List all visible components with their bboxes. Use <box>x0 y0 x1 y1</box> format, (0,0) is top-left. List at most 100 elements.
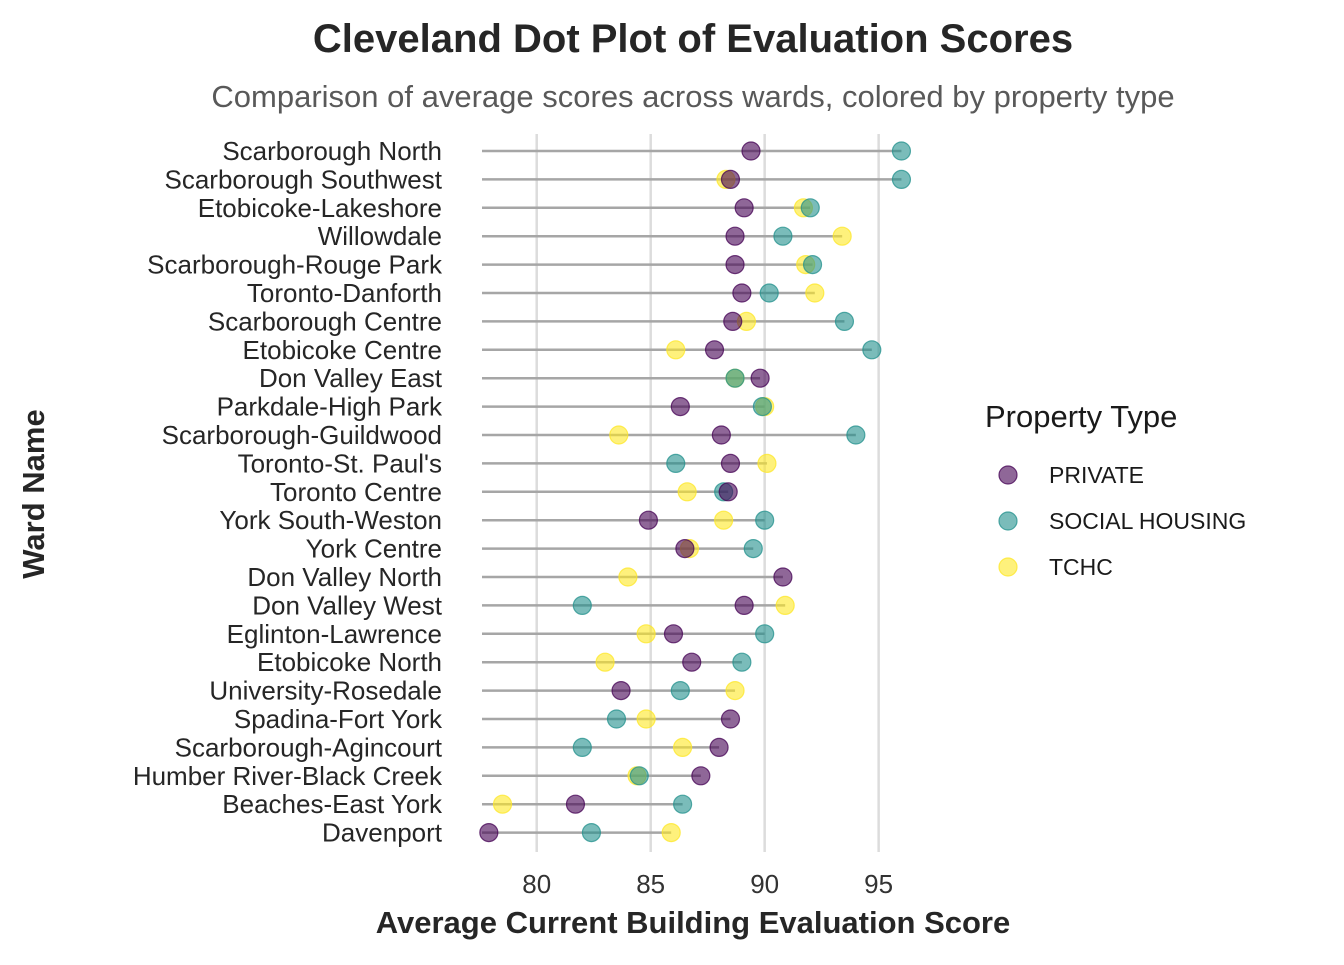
point-university-rosedale-tchc <box>725 680 745 701</box>
ward-label-davenport: Davenport <box>322 818 443 848</box>
x-axis-tick-labels: 80 85 90 95 <box>522 869 893 899</box>
legend-label-private: PRIVATE <box>1049 462 1144 488</box>
point-eglinton-lawrence-private <box>663 624 684 644</box>
point-beaches-east-york-private <box>565 794 586 814</box>
point-scarborough-north-private <box>741 141 761 161</box>
point-davenport-tchc <box>661 822 681 843</box>
point-spadina-fort-york-social-housing <box>606 709 627 729</box>
point-scarborough-centre-private <box>723 311 743 331</box>
point-toronto-st-paul-s-private <box>720 453 741 473</box>
point-toronto-st-paul-s-tchc <box>757 453 777 473</box>
x-tick-label: 80 <box>522 869 551 899</box>
point-toronto-danforth-tchc <box>805 283 825 303</box>
point-york-south-weston-tchc <box>714 510 734 530</box>
legend-key-social-housing <box>998 511 1018 531</box>
ward-label-etobicoke-lakeshore: Etobicoke-Lakeshore <box>198 193 442 223</box>
point-scarborough-guildwood-private <box>711 425 731 445</box>
point-scarborough-southwest-social-housing <box>891 169 912 189</box>
ward-label-eglinton-lawrence: Eglinton-Lawrence <box>227 619 442 649</box>
x-tick-label: 90 <box>750 869 779 899</box>
legend-title: Property Type <box>985 399 1177 434</box>
x-tick-label: 85 <box>636 869 665 899</box>
x-tick-label: 95 <box>864 869 893 899</box>
point-etobicoke-north-tchc <box>595 652 615 672</box>
point-eglinton-lawrence-tchc <box>636 624 656 644</box>
legend: Property Type PRIVATE SOCIAL HOUSING TCHC <box>985 399 1246 580</box>
chart-subtitle: Comparison of average scores across ward… <box>211 79 1174 114</box>
point-scarborough-agincourt-private <box>709 737 729 758</box>
point-university-rosedale-private <box>611 680 631 701</box>
point-spadina-fort-york-private <box>720 709 741 729</box>
point-willowdale-social-housing <box>773 226 793 246</box>
point-toronto-centre-tchc <box>677 482 697 502</box>
point-toronto-st-paul-s-social-housing <box>666 453 686 473</box>
point-don-valley-east-social-housing <box>725 368 745 388</box>
point-parkdale-high-park-social-housing <box>752 397 772 417</box>
point-university-rosedale-social-housing <box>670 680 690 701</box>
point-toronto-centre-private <box>718 482 738 502</box>
point-don-valley-west-social-housing <box>572 595 592 616</box>
ward-label-york-centre: York Centre <box>306 534 442 564</box>
point-york-south-weston-private <box>638 510 659 530</box>
ward-label-humber-river-black-creek: Humber River-Black Creek <box>133 761 443 791</box>
ward-label-willowdale: Willowdale <box>318 221 442 251</box>
ward-label-beaches-east-york: Beaches-East York <box>222 789 443 819</box>
point-etobicoke-lakeshore-private <box>734 198 754 218</box>
point-don-valley-north-private <box>773 567 793 587</box>
ward-label-etobicoke-north: Etobicoke North <box>257 647 442 677</box>
ward-label-toronto-centre: Toronto Centre <box>270 477 442 507</box>
point-willowdale-tchc <box>832 226 852 246</box>
point-willowdale-private <box>725 226 745 246</box>
ward-label-scarborough-rouge-park: Scarborough-Rouge Park <box>147 250 443 280</box>
chart-title: Cleveland Dot Plot of Evaluation Scores <box>313 17 1073 61</box>
point-etobicoke-lakeshore-social-housing <box>800 198 820 218</box>
point-scarborough-centre-social-housing <box>834 311 855 331</box>
point-etobicoke-north-private <box>682 652 702 672</box>
point-don-valley-east-private <box>750 368 770 388</box>
point-don-valley-north-tchc <box>618 567 638 587</box>
point-york-centre-private <box>675 538 695 559</box>
legend-label-social-housing: SOCIAL HOUSING <box>1049 508 1246 534</box>
point-toronto-danforth-private <box>732 283 752 303</box>
point-scarborough-rouge-park-social-housing <box>802 255 823 275</box>
ward-label-scarborough-centre: Scarborough Centre <box>208 306 442 336</box>
legend-key-tchc <box>998 557 1018 577</box>
point-parkdale-high-park-private <box>670 397 690 417</box>
ward-label-etobicoke-centre: Etobicoke Centre <box>243 335 442 365</box>
point-etobicoke-north-social-housing <box>732 652 752 672</box>
point-beaches-east-york-social-housing <box>673 794 693 814</box>
point-etobicoke-centre-social-housing <box>862 340 882 360</box>
point-etobicoke-centre-tchc <box>666 340 686 360</box>
legend-key-private <box>998 465 1018 485</box>
x-axis-title: Average Current Building Evaluation Scor… <box>376 905 1011 940</box>
ward-label-toronto-st-paul-s: Toronto-St. Paul's <box>238 448 442 478</box>
point-scarborough-guildwood-social-housing <box>846 425 866 445</box>
ward-label-don-valley-east: Don Valley East <box>259 363 443 393</box>
ward-label-spadina-fort-york: Spadina-Fort York <box>234 704 443 734</box>
point-york-south-weston-social-housing <box>755 510 775 530</box>
point-scarborough-agincourt-social-housing <box>572 737 592 758</box>
ward-label-scarborough-agincourt: Scarborough-Agincourt <box>175 732 443 762</box>
ward-label-toronto-danforth: Toronto-Danforth <box>247 278 442 308</box>
legend-label-tchc: TCHC <box>1049 554 1113 580</box>
ward-label-scarborough-southwest: Scarborough Southwest <box>164 164 442 194</box>
point-scarborough-agincourt-tchc <box>673 737 693 758</box>
point-beaches-east-york-tchc <box>492 794 513 814</box>
y-axis-title: Ward Name <box>16 409 51 578</box>
point-humber-river-black-creek-private <box>691 766 711 786</box>
point-don-valley-west-tchc <box>775 595 795 616</box>
point-humber-river-black-creek-social-housing <box>629 766 649 786</box>
point-spadina-fort-york-tchc <box>636 709 656 729</box>
point-scarborough-southwest-private <box>720 169 741 189</box>
ward-label-scarborough-north: Scarborough North <box>222 136 442 166</box>
ward-label-parkdale-high-park: Parkdale-High Park <box>217 392 443 422</box>
point-davenport-social-housing <box>581 822 602 843</box>
point-don-valley-west-private <box>734 595 754 616</box>
ward-label-don-valley-west: Don Valley West <box>252 590 443 620</box>
point-davenport-private <box>479 822 499 843</box>
point-toronto-danforth-social-housing <box>759 283 779 303</box>
point-scarborough-north-social-housing <box>891 141 912 161</box>
